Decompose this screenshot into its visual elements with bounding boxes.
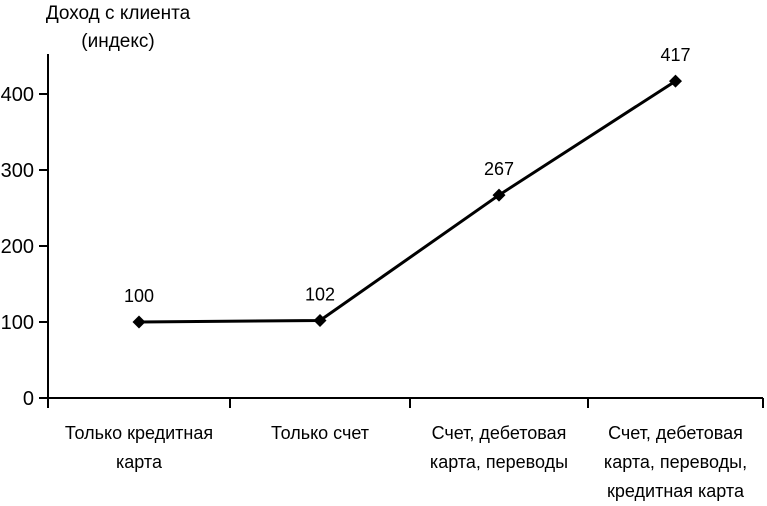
chart-title-line-2: (индекс) <box>81 31 155 52</box>
chart-title-line-1: Доход с клиента <box>45 3 191 24</box>
data-point-label: 267 <box>484 159 514 179</box>
data-point-marker <box>313 313 327 327</box>
chart-title: Доход с клиента (индекс) <box>28 0 208 56</box>
y-axis-tick-label: 100 <box>1 312 34 334</box>
data-point-label: 417 <box>660 45 690 65</box>
x-axis-category-label: Счет, дебетовая карта, переводы, кредитн… <box>603 423 748 501</box>
data-point-marker <box>132 315 146 329</box>
y-axis-tick-label: 0 <box>23 388 34 410</box>
data-point-label: 100 <box>124 286 154 306</box>
y-axis-tick-label: 300 <box>1 160 34 182</box>
data-point-marker <box>492 188 506 202</box>
data-point-label: 102 <box>305 284 335 304</box>
y-axis-tick-label: 200 <box>1 236 34 258</box>
x-axis-category-label: Счет, дебетовая карта, переводы <box>429 423 569 472</box>
data-point-marker <box>669 74 682 88</box>
y-axis-tick-label: 400 <box>1 84 34 106</box>
x-axis-category-label: Только кредитная карта <box>64 423 214 472</box>
x-axis-category-label: Только счет <box>270 423 369 443</box>
data-line <box>137 79 677 324</box>
